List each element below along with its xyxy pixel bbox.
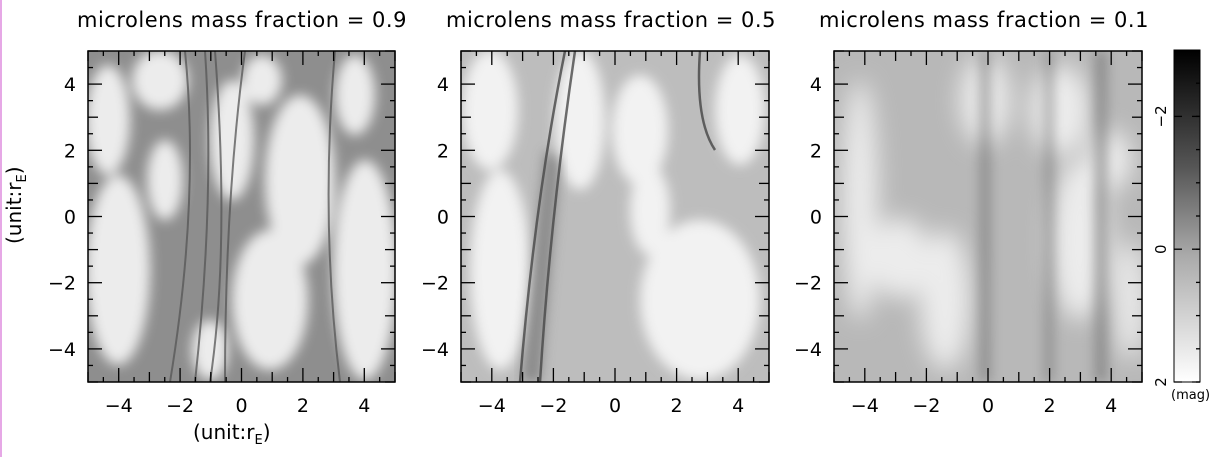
y-tick-label: 4	[437, 74, 449, 96]
y-tick-label: 0	[810, 207, 822, 229]
y-tick-label: 4	[64, 74, 76, 96]
x-tick-label: −2	[539, 395, 567, 417]
x-tick-label: 0	[609, 395, 621, 417]
x-tick-label: 2	[297, 395, 309, 417]
panel-title-1: microlens mass fraction = 0.9	[77, 8, 407, 32]
x-tick-label: 4	[1105, 395, 1117, 417]
x-tick-label: −2	[912, 395, 940, 417]
x-tick-label: −2	[166, 395, 194, 417]
x-tick-label: −4	[851, 395, 879, 417]
x-tick-label: 0	[982, 395, 994, 417]
y-tick-label: −4	[794, 339, 822, 361]
colorbar-tick-label: 0	[1152, 244, 1170, 254]
x-tick-label: 4	[358, 395, 370, 417]
colorbar-unit-label: (mag)	[1171, 388, 1211, 403]
x-tick-label: 2	[1044, 395, 1056, 417]
y-tick-label: 0	[437, 207, 449, 229]
y-tick-label: 0	[64, 207, 76, 229]
y-tick-label: −4	[421, 339, 449, 361]
window-edge	[0, 0, 2, 457]
colorbar-tick-label: −2	[1152, 105, 1170, 127]
map-panel-3	[834, 51, 1142, 382]
map-panel-1	[88, 51, 395, 382]
colorbar	[1173, 49, 1201, 383]
map-panel-2	[461, 51, 769, 382]
x-tick-label: 4	[732, 395, 744, 417]
panel-title-3: microlens mass fraction = 0.1	[819, 8, 1149, 32]
y-tick-label: −2	[794, 273, 822, 295]
y-tick-label: 4	[810, 74, 822, 96]
x-tick-label: −4	[478, 395, 506, 417]
x-tick-label: 0	[235, 395, 247, 417]
y-tick-label: −2	[48, 273, 76, 295]
y-tick-label: −2	[421, 273, 449, 295]
y-tick-label: −4	[48, 339, 76, 361]
x-axis-label: (unit:rE)	[193, 420, 271, 448]
x-tick-label: 2	[671, 395, 683, 417]
colorbar-tick-label: 2	[1152, 377, 1170, 387]
y-tick-label: 2	[64, 140, 76, 162]
y-tick-label: 2	[810, 140, 822, 162]
y-tick-label: 2	[437, 140, 449, 162]
x-tick-label: −4	[105, 395, 133, 417]
panel-title-2: microlens mass fraction = 0.5	[446, 8, 776, 32]
